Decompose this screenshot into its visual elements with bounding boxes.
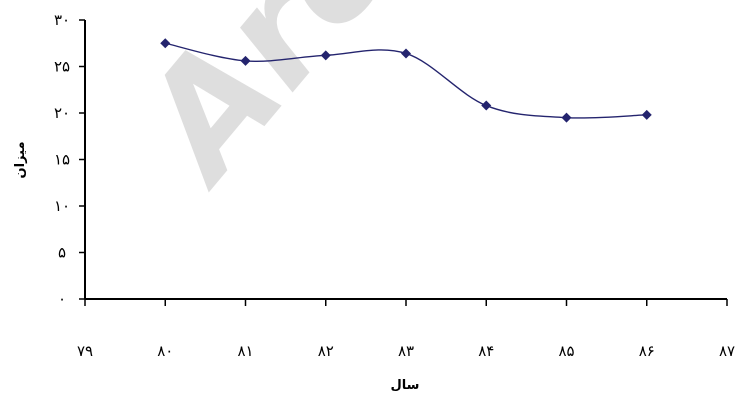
y-tick-label: ۳۰ bbox=[54, 11, 70, 29]
x-tick-label: ۸۱ bbox=[237, 342, 253, 360]
tick-labels: ۷۹ ۸۰ ۸۱ ۸۲ ۸۳ ۸۴ ۸۵ ۸۶ ۸۷ ۰ ۵ ۱۰ ۱۵ ۲۰ ۲۵ ۳۰ bbox=[54, 11, 735, 360]
x-tick-label: ۷۹ bbox=[77, 342, 93, 360]
watermark: Arc bbox=[103, 0, 422, 216]
data-point bbox=[561, 112, 572, 123]
x-tick-label: ۸۳ bbox=[398, 342, 414, 360]
x-tick-label: ۸۴ bbox=[478, 342, 494, 360]
x-tick-label: ۸۰ bbox=[157, 342, 173, 360]
data-point bbox=[401, 48, 411, 59]
y-tick-label: ۲۵ bbox=[54, 58, 70, 76]
data-point bbox=[240, 55, 251, 66]
data-point bbox=[481, 100, 492, 111]
data-point bbox=[160, 38, 171, 49]
x-tick-label: ۸۵ bbox=[558, 342, 574, 360]
x-tick-label: ۸۲ bbox=[318, 342, 334, 360]
y-axis-title: میزان bbox=[13, 142, 28, 179]
y-tick-label: ۰ bbox=[58, 290, 66, 308]
y-tick-label: ۱۵ bbox=[54, 151, 70, 169]
data-point bbox=[320, 50, 331, 61]
y-tick-label: ۵ bbox=[58, 244, 66, 262]
x-tick-label: ۸۷ bbox=[719, 342, 735, 360]
tick-marks bbox=[79, 19, 728, 306]
series-layer bbox=[160, 38, 652, 123]
y-tick-label: ۲۰ bbox=[54, 104, 70, 122]
y-tick-label: ۱۰ bbox=[54, 197, 70, 215]
x-tick-label: ۸۶ bbox=[639, 342, 655, 360]
data-point bbox=[641, 109, 652, 120]
x-axis-title: سال bbox=[391, 378, 420, 393]
watermark-text: Arc bbox=[103, 0, 422, 216]
